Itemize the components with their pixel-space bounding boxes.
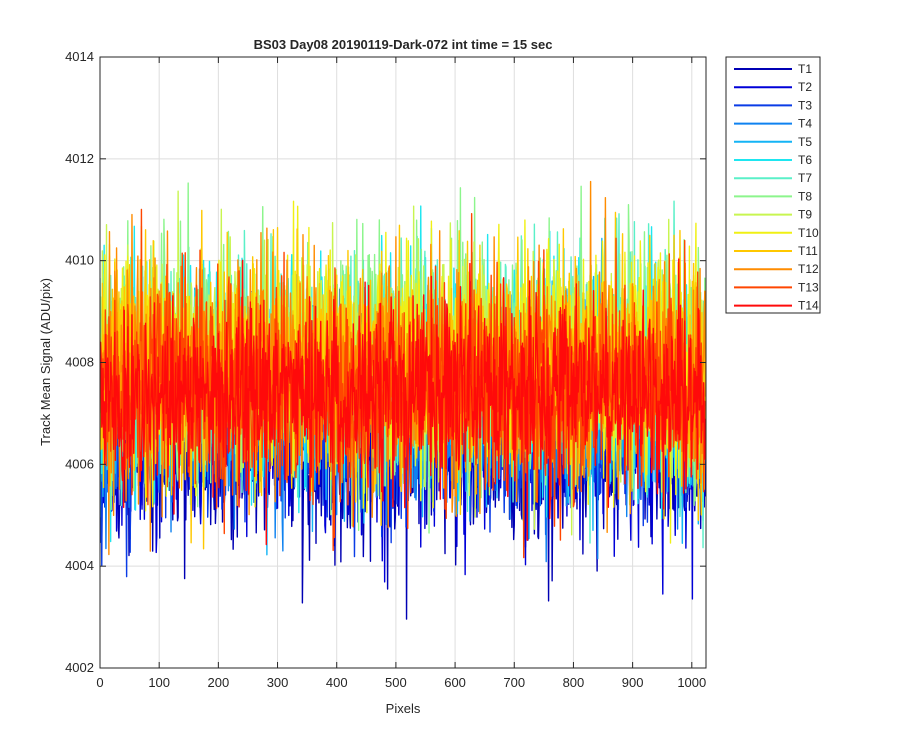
y-tick-label: 4002 [65, 660, 94, 675]
legend-label-t4: T4 [798, 117, 812, 131]
x-axis-label: Pixels [386, 701, 421, 716]
legend-label-t1: T1 [798, 62, 812, 76]
x-tick-label: 0 [96, 675, 103, 690]
legend-label-t14: T14 [798, 299, 819, 313]
plot-area: 0 100 200 300 400 500 600 700 800 900 1000 4002 4004… [65, 49, 707, 690]
x-tick-label: 300 [267, 675, 289, 690]
y-tick-label: 4014 [65, 49, 94, 64]
legend-label-t5: T5 [798, 135, 812, 149]
legend-label-t6: T6 [798, 153, 812, 167]
y-axis-label: Track Mean Signal (ADU/pix) [38, 278, 53, 446]
y-tick-label: 4006 [65, 456, 94, 471]
chart-title: BS03 Day08 20190119-Dark-072 int time = … [254, 37, 553, 52]
legend-label-t3: T3 [798, 98, 812, 112]
x-tick-label: 700 [503, 675, 525, 690]
y-tick-label: 4004 [65, 558, 94, 573]
x-tick-label: 100 [148, 675, 170, 690]
y-tick-label: 4012 [65, 151, 94, 166]
legend-label-t12: T12 [798, 262, 819, 276]
legend-label-t9: T9 [798, 208, 812, 222]
x-tick-label: 200 [208, 675, 230, 690]
x-tick-label: 900 [622, 675, 644, 690]
legend-label-t7: T7 [798, 171, 812, 185]
legend-label-t2: T2 [798, 80, 812, 94]
x-tick-label: 400 [326, 675, 348, 690]
x-tick-label: 800 [563, 675, 585, 690]
x-tick-label: 1000 [677, 675, 706, 690]
series-line-t14 [100, 258, 706, 546]
y-tick-label: 4008 [65, 355, 94, 370]
x-tick-label: 500 [385, 675, 407, 690]
y-tick-label: 4010 [65, 253, 94, 268]
legend-label-t11: T11 [798, 244, 818, 258]
legend-box [725, 56, 821, 314]
legend-label-t8: T8 [798, 189, 812, 203]
legend: T1 T2 T3 T4 T5 T6 T7 T8 T9 T10 T11 T12 T13 T14 [725, 56, 821, 314]
legend-label-t13: T13 [798, 280, 819, 294]
ticks: 0 100 200 300 400 500 600 700 800 900 1000 4002 4004… [65, 49, 706, 690]
series-group [100, 180, 706, 620]
legend-label-t10: T10 [798, 226, 819, 240]
x-tick-label: 600 [444, 675, 466, 690]
